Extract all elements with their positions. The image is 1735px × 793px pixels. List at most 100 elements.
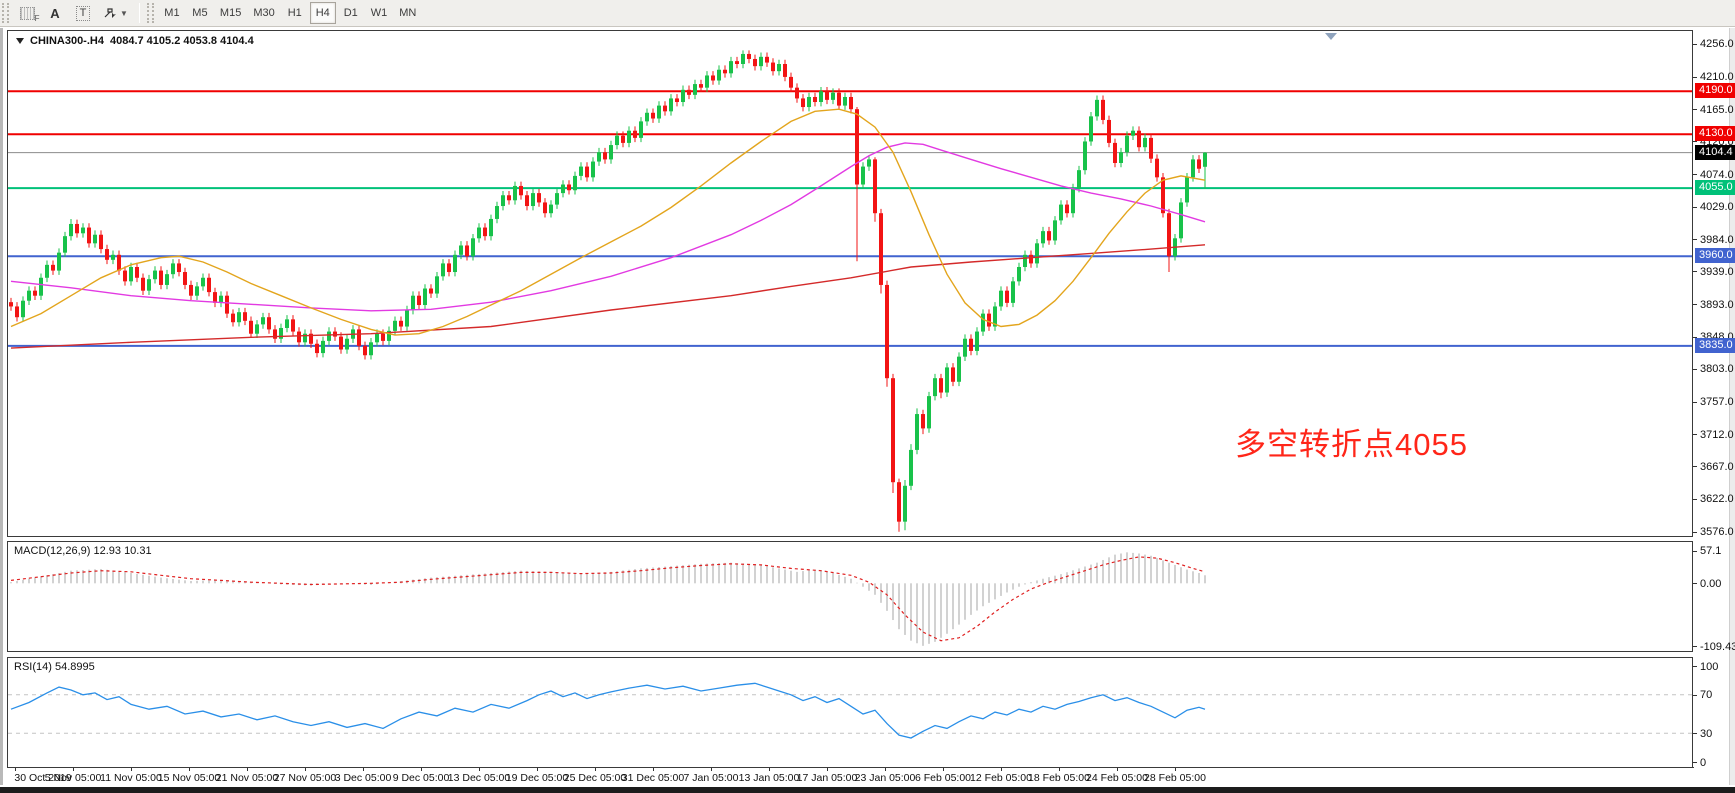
timeframe-m30[interactable]: M30 (253, 7, 275, 19)
timeframe-mn[interactable]: MN (399, 7, 417, 19)
candlestick-chart-pane[interactable]: CHINA300-.H4 4084.7 4105.2 4053.8 4104.4… (7, 30, 1693, 537)
chart-annotation-text: 多空转折点4055 (1235, 427, 1468, 462)
rsi-label: RSI(14) 54.8995 (14, 661, 95, 673)
axis-tick-label: 3667.0 (1693, 460, 1734, 473)
time-axis-label: 13 Dec 05:00 (447, 772, 511, 784)
rsi-indicator-pane[interactable]: RSI(14) 54.8995 (7, 657, 1693, 768)
rsi-name: RSI(14) (14, 661, 52, 673)
candlestick-layer (8, 50, 1692, 532)
arrows-icon (103, 7, 117, 20)
axis-tick-label: 3893.0 (1693, 298, 1734, 311)
macd-name: MACD(12,26,9) (14, 545, 91, 557)
price-level-badge: 3835.0 (1695, 337, 1735, 353)
time-axis-tick (189, 768, 190, 771)
time-axis-label: 17 Jan 05:00 (796, 772, 858, 784)
time-axis-tick (595, 768, 596, 771)
timeframe-d1[interactable]: D1 (343, 7, 358, 19)
axis-tick-label: 4029.0 (1693, 201, 1734, 214)
price-level-badge: 4190.0 (1695, 83, 1735, 99)
chevron-down-icon (16, 38, 24, 44)
time-axis-label: 27 Nov 05:00 (273, 772, 337, 784)
symbol-ohlc: 4084.7 4105.2 4053.8 4104.4 (109, 35, 254, 47)
time-axis-label: 3 Dec 05:00 (334, 772, 392, 784)
time-axis[interactable]: 30 Oct 2019 5 Nov 05:00 11 Nov 05:00 15 Nov… (7, 767, 1694, 787)
price-level-badge: 4130.0 (1695, 126, 1735, 142)
time-axis-label: 7 Jan 05:00 (683, 772, 739, 784)
axis-tick-label: -109.43 (1693, 640, 1735, 653)
axis-tick-label: 57.1 (1693, 545, 1721, 558)
time-axis-label: 13 Jan 05:00 (738, 772, 800, 784)
axis-tick-label: 3803.0 (1693, 363, 1734, 376)
timeframe-m1[interactable]: M1 (164, 7, 180, 19)
macd-axis: 57.1 0.00 -109.43 (1693, 541, 1735, 653)
time-axis-tick (421, 768, 422, 771)
price-axis[interactable]: 4256.0 4210.0 4165.0 4120.0 4074.0 4029.0 3984… (1693, 30, 1735, 539)
time-axis-tick (131, 768, 132, 771)
timeframe-group: M1 M5 M15 M30 H1 H4 D1 W1 MN (158, 2, 422, 24)
time-axis-label: 24 Feb 05:00 (1086, 772, 1148, 784)
axis-tick-label: 70 (1693, 689, 1712, 702)
vertical-scrollbar[interactable] (1729, 28, 1735, 785)
time-axis-tick (537, 768, 538, 771)
axis-tick-label: 3757.0 (1693, 396, 1734, 409)
time-axis-tick (1001, 768, 1002, 771)
time-axis-tick (305, 768, 306, 771)
time-axis-label: 5 Nov 05:00 (44, 772, 102, 784)
text-label-button[interactable]: T (70, 2, 96, 24)
time-axis-tick (73, 768, 74, 771)
timeframe-m15[interactable]: M15 (219, 7, 242, 19)
macd-label: MACD(12,26,9) 12.93 10.31 (14, 545, 152, 557)
price-level-badge: 4055.0 (1695, 180, 1735, 196)
chart-shift-marker[interactable] (1325, 33, 1337, 40)
time-axis-tick (1175, 768, 1176, 771)
toolbar-drag-handle[interactable] (2, 3, 9, 23)
time-axis-label: 18 Feb 05:00 (1028, 772, 1090, 784)
macd-layer (10, 552, 1206, 646)
time-axis-label: 12 Feb 05:00 (970, 772, 1032, 784)
axis-tick-label: 4074.0 (1693, 168, 1734, 181)
timeframe-w1[interactable]: W1 (370, 7, 388, 19)
axis-tick-label: 3576.0 (1693, 526, 1734, 539)
axis-tick-label: 100 (1693, 660, 1718, 673)
grid-icon: F (19, 6, 40, 23)
annotation-a-button[interactable]: A (42, 2, 68, 24)
timeframe-h1[interactable]: H1 (287, 7, 302, 19)
axis-tick-label: 4256.0 (1693, 38, 1734, 51)
axis-tick-label: 4165.0 (1693, 103, 1734, 116)
time-axis-tick (479, 768, 480, 771)
timeframe-h4[interactable]: H4 (309, 2, 336, 24)
time-axis-tick (827, 768, 828, 771)
macd-indicator-pane[interactable]: MACD(12,26,9) 12.93 10.31 (7, 541, 1693, 652)
profile-grid-button[interactable]: F (14, 2, 40, 24)
axis-tick-label: 0.00 (1693, 577, 1721, 590)
time-axis-tick (247, 768, 248, 771)
axis-tick-label: 3984.0 (1693, 233, 1734, 246)
time-axis-label: 30 Oct 2019 (14, 772, 72, 784)
letter-a-icon: A (50, 5, 60, 21)
time-axis-label: 6 Feb 05:00 (914, 772, 972, 784)
window-left-frame (0, 28, 7, 785)
axis-tick-label: 3939.0 (1693, 265, 1734, 278)
time-axis-tick (1117, 768, 1118, 771)
toolbar-separator (138, 3, 140, 23)
time-axis-label: 25 Dec 05:00 (563, 772, 627, 784)
timeframe-m5[interactable]: M5 (192, 7, 208, 19)
time-axis-label: 23 Jan 05:00 (854, 772, 916, 784)
axis-tick-label: 4210.0 (1693, 71, 1734, 84)
price-level-badge: 4104.4 (1695, 144, 1735, 160)
time-axis-tick (1059, 768, 1060, 771)
time-axis-label: 11 Nov 05:00 (100, 772, 162, 784)
time-axis-label: 28 Feb 05:00 (1144, 772, 1206, 784)
time-axis-label: 31 Dec 05:00 (621, 772, 685, 784)
time-axis-tick (769, 768, 770, 771)
toolbar-drag-handle[interactable] (146, 3, 154, 23)
axis-tick-label: 0 (1693, 756, 1706, 769)
arrows-dropdown-button[interactable]: ▼ (98, 2, 133, 24)
chevron-down-icon: ▼ (120, 8, 128, 18)
axis-tick-label: 30 (1693, 727, 1712, 740)
price-level-badge: 3960.0 (1695, 248, 1735, 264)
macd-values: 12.93 10.31 (93, 545, 152, 557)
time-axis-label: 21 Nov 05:00 (215, 772, 279, 784)
axis-tick-label: 3622.0 (1693, 493, 1734, 506)
